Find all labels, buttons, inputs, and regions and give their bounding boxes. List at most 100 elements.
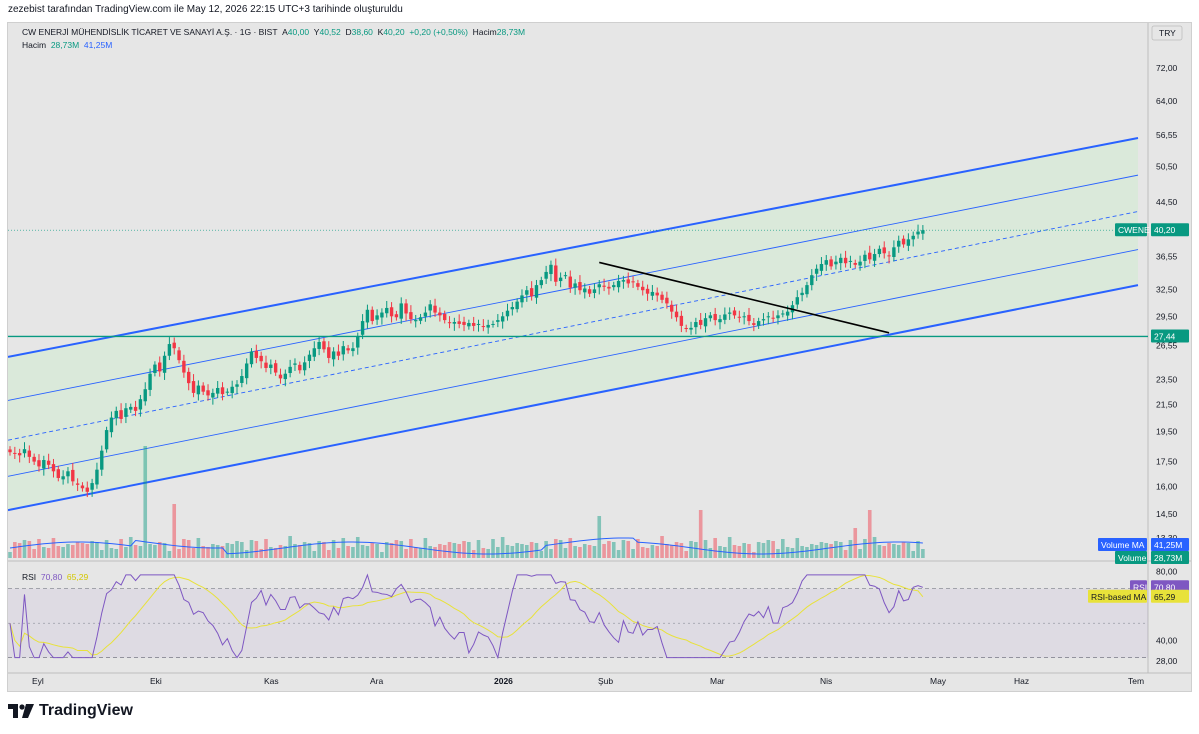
price-tick-label: 72,00 <box>1156 63 1178 73</box>
volume-bar <box>322 542 326 558</box>
volume-bar <box>906 543 911 558</box>
candle-body <box>278 374 283 379</box>
candle-body <box>17 453 22 456</box>
volume-bar <box>848 540 853 558</box>
volume-bar <box>167 551 172 558</box>
candle-body <box>42 460 46 469</box>
volume-bar <box>22 540 27 558</box>
volume-bar <box>901 542 906 558</box>
volume-bar <box>602 544 606 558</box>
candle-body <box>481 326 486 328</box>
volume-bar <box>761 543 766 558</box>
volume-bar <box>626 541 631 558</box>
candle-body <box>37 460 41 467</box>
time-tick-label: Kas <box>264 676 279 686</box>
candle-body <box>95 469 99 485</box>
volume-bar <box>70 545 75 558</box>
candle-body <box>360 321 365 335</box>
volume-bar <box>114 549 119 558</box>
time-tick-label: Haz <box>1014 676 1029 686</box>
candle-body <box>66 471 70 477</box>
rsi-tick-label: 28,00 <box>1156 656 1178 666</box>
volume-bar <box>752 552 756 558</box>
candle-body <box>375 315 379 320</box>
candle-body <box>119 410 123 419</box>
volume-bar <box>370 543 375 558</box>
volume-bar <box>578 547 582 558</box>
volume-bar <box>684 551 688 558</box>
time-tick-label: May <box>930 676 947 686</box>
currency-label: TRY <box>1159 28 1176 38</box>
volume-bar <box>273 548 278 558</box>
volume-bar <box>249 540 254 558</box>
volume-bar <box>177 549 181 558</box>
tradingview-logo: TradingView <box>8 702 133 720</box>
tradingview-logo-text: TradingView <box>39 702 133 719</box>
candle-body <box>670 304 674 312</box>
volume-bar <box>99 550 104 558</box>
volume-bar <box>317 541 321 558</box>
candle-body <box>708 315 713 319</box>
candle-body <box>220 387 225 395</box>
volume-bar <box>384 542 389 558</box>
volume-bar <box>447 542 452 558</box>
candle-body <box>385 307 389 314</box>
candle-body <box>592 289 597 293</box>
rsi-value: 70,80 <box>40 572 63 582</box>
volume-bar <box>698 510 703 558</box>
price-tick-label: 29,50 <box>1156 311 1178 321</box>
candle-body <box>863 254 867 261</box>
candle-body <box>558 277 563 282</box>
volume-bar <box>66 544 70 558</box>
candle-body <box>22 449 27 454</box>
volume-bar <box>380 552 384 558</box>
volume-bar <box>220 546 225 558</box>
candle-body <box>853 262 857 265</box>
volume-bar <box>90 541 94 558</box>
candle-body <box>471 322 476 326</box>
candle-body <box>747 314 751 322</box>
volume-bar <box>916 541 920 558</box>
volume-bar <box>553 539 558 558</box>
volume-label-badge: Volume <box>1118 553 1147 563</box>
candle-body <box>698 319 703 325</box>
volume-bar <box>887 543 891 558</box>
candle-body <box>462 321 466 325</box>
rsi-legend: RSI 70,80 65,29 <box>22 572 88 582</box>
volume-bar <box>331 540 336 558</box>
time-tick-label: Eyl <box>32 676 44 686</box>
volume-bar <box>515 543 519 558</box>
volume-bar <box>877 545 882 558</box>
volume-badge: 28,73M <box>1154 553 1182 563</box>
volume-bar <box>201 546 205 558</box>
volume-bar <box>814 545 819 558</box>
volume-bar <box>558 540 563 558</box>
chart-area[interactable]: 72,00 64,00 56,55 50,50 44,50 36,55 32,50 29,50… <box>7 22 1192 692</box>
volume-bar <box>230 544 234 558</box>
volume-bar <box>191 548 196 558</box>
candle-body <box>187 371 191 384</box>
volume-bar <box>544 541 548 558</box>
volume-bar <box>607 541 611 558</box>
candle-body <box>370 309 374 322</box>
volume-bar <box>674 542 679 558</box>
candle-body <box>452 322 457 324</box>
volume-bar <box>264 539 268 558</box>
rsi-label: RSI <box>22 572 37 582</box>
time-tick-label: Eki <box>150 676 162 686</box>
price-chart-svg[interactable]: 72,00 64,00 56,55 50,50 44,50 36,55 32,50 29,50… <box>8 23 1191 691</box>
volume-bar <box>621 540 626 558</box>
price-tick-label: 16,00 <box>1156 482 1178 492</box>
volume-bar <box>235 541 239 558</box>
volume-bar <box>640 547 645 558</box>
candle-body <box>394 314 399 318</box>
volume-bar <box>206 547 210 558</box>
candle-body <box>887 255 891 257</box>
candle-body <box>298 364 302 371</box>
rsi-ma-label-badge: RSI-based MA <box>1091 592 1147 602</box>
candle-body <box>761 319 766 321</box>
volume-bar <box>259 549 263 558</box>
candle-body <box>215 387 220 394</box>
volume-bar <box>8 552 12 558</box>
volume-bar <box>713 538 717 558</box>
